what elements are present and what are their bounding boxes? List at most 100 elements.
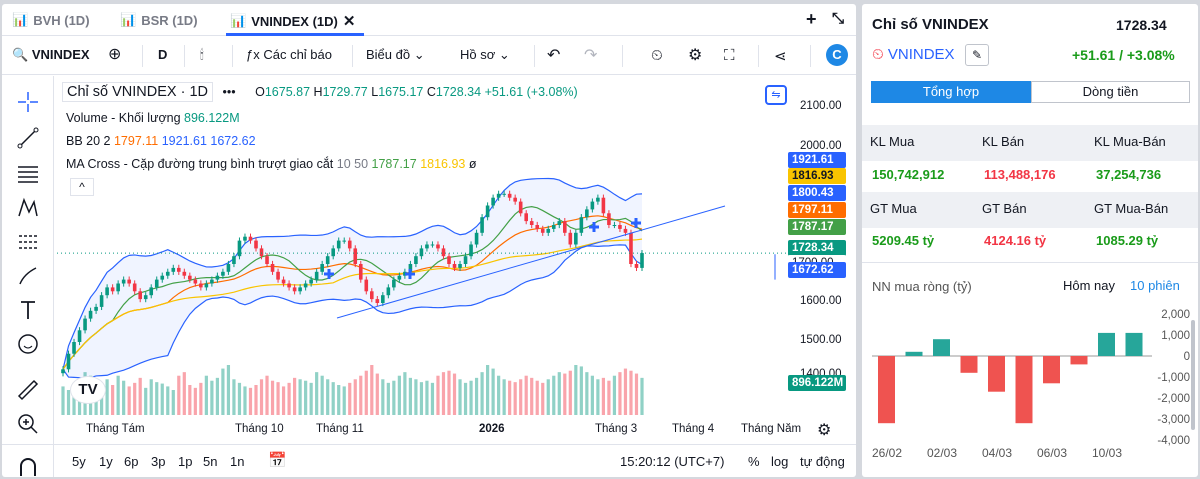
tab-bsr[interactable]: 📊 BSR (1D) <box>120 12 198 28</box>
log-toggle[interactable]: log <box>771 454 789 469</box>
side-symbol[interactable]: ⏲ VNINDEX <box>872 46 955 63</box>
candle <box>370 291 374 300</box>
volume-bar <box>210 380 214 415</box>
nn-x-tick: 26/02 <box>872 446 902 460</box>
crosshair-icon[interactable] <box>16 90 40 114</box>
candle <box>585 209 589 218</box>
indicators-button[interactable]: ƒx Các chỉ báo <box>246 47 332 62</box>
tab-tong-hop[interactable]: Tổng hợp <box>871 81 1031 103</box>
brush-icon[interactable] <box>16 264 40 288</box>
legend-title[interactable]: Chỉ số VNINDEX · 1D <box>62 82 214 102</box>
tab-dong-tien[interactable]: Dòng tiền <box>1031 81 1190 103</box>
trendline-icon[interactable] <box>16 126 40 150</box>
nn-title: NN mua ròng (tỷ) <box>872 279 972 294</box>
candle <box>298 287 302 292</box>
profile-dropdown[interactable]: Hồ sơ ⌄ <box>460 47 510 62</box>
legend-more-icon[interactable]: ••• <box>222 85 236 99</box>
trendline <box>336 205 726 319</box>
add-tab-icon[interactable]: + <box>806 9 817 29</box>
volume-bar <box>364 370 368 415</box>
forecast-icon[interactable] <box>16 230 40 254</box>
range-5y[interactable]: 5y <box>72 454 86 469</box>
value-kl-mua: 150,742,912 <box>872 167 945 182</box>
edit-pencil-icon[interactable]: ✎ <box>965 44 989 66</box>
nn-today-toggle[interactable]: Hôm nay <box>1063 278 1116 293</box>
range-3m[interactable]: 3p <box>151 454 166 469</box>
candle <box>640 253 644 268</box>
range-1y[interactable]: 1y <box>99 454 113 469</box>
volume-bar <box>237 382 242 415</box>
candle <box>623 228 628 233</box>
volume-bar <box>375 373 379 415</box>
volume-bar <box>326 379 330 415</box>
auto-scale-toggle[interactable]: tự động <box>800 454 845 469</box>
range-1d[interactable]: 1n <box>230 454 245 469</box>
share-icon[interactable]: ⋖ <box>774 48 787 65</box>
fullscreen-icon[interactable]: ⛶ <box>724 47 735 64</box>
settings-gear-icon[interactable]: ⚙ <box>688 47 703 64</box>
price-chart[interactable] <box>57 86 792 418</box>
undo-icon[interactable]: ↶ <box>547 47 561 64</box>
volume-bar <box>414 379 418 415</box>
symbol-search[interactable]: 🔍 VNINDEX <box>12 47 90 62</box>
price-label-bb-lower: 1672.62 <box>788 262 846 278</box>
range-6m[interactable]: 6p <box>124 454 139 469</box>
chart-settings-gear-icon[interactable]: ⚙ <box>817 422 832 439</box>
volume-bar <box>127 386 131 415</box>
ruler-icon[interactable] <box>16 378 40 402</box>
text-tool-icon[interactable] <box>16 298 40 322</box>
compare-plus-icon[interactable]: ⊕ <box>108 46 122 63</box>
collapse-icon[interactable]: ⤡ <box>832 10 845 27</box>
candle-type-icon[interactable]: 🕯 <box>200 47 204 62</box>
magnet-icon[interactable] <box>16 456 40 476</box>
pattern-icon[interactable] <box>16 196 40 220</box>
ma-slow-line <box>62 238 643 370</box>
volume-bar <box>342 386 346 415</box>
price-label-bb-basis: 1800.43 <box>788 185 846 201</box>
ma-legend: MA Cross - Cặp đường trung bình trượt gi… <box>66 157 477 171</box>
calendar-range-icon[interactable]: 📅 <box>268 452 287 469</box>
volume-bar <box>568 370 572 415</box>
nn-y-tick: 2,000 <box>1161 309 1190 321</box>
collapse-legend-button[interactable]: ^ <box>70 178 94 196</box>
volume-bar <box>232 379 236 415</box>
volume-bar <box>403 372 407 415</box>
range-1m[interactable]: 1p <box>178 454 193 469</box>
close-icon[interactable]: ✕ <box>342 13 356 30</box>
candle <box>127 279 131 284</box>
candle <box>94 306 98 311</box>
candle <box>248 236 253 241</box>
alert-icon[interactable]: ⏲ <box>651 47 663 64</box>
candle <box>502 193 506 195</box>
percent-toggle[interactable]: % <box>748 454 760 469</box>
emoji-icon[interactable] <box>16 332 40 356</box>
candle <box>160 275 165 280</box>
range-5d[interactable]: 5n <box>203 454 218 469</box>
volume-bar <box>160 383 164 415</box>
fit-chart-icon[interactable]: ⇋ <box>765 85 787 105</box>
candle <box>182 271 187 276</box>
nn-bar <box>1125 332 1143 356</box>
zoom-in-icon[interactable] <box>16 412 40 436</box>
candle <box>99 295 104 307</box>
candle <box>392 279 396 288</box>
volume-bar <box>557 372 561 415</box>
volume-bar <box>199 382 203 415</box>
redo-icon[interactable]: ↷ <box>584 47 598 64</box>
volume-bar <box>524 375 528 415</box>
chart-type-dropdown[interactable]: Biểu đồ ⌄ <box>366 47 425 62</box>
volume-bar <box>436 375 440 415</box>
volume-bar <box>353 379 357 415</box>
volume-bar <box>138 377 142 415</box>
candle <box>226 264 231 272</box>
fib-lines-icon[interactable] <box>16 162 40 186</box>
nn-y-tick: -3,000 <box>1157 414 1190 426</box>
volume-bar <box>265 375 269 415</box>
tab-vnindex[interactable]: 📊 VNINDEX (1D) ✕ <box>230 13 356 30</box>
interval-button[interactable]: D <box>158 47 168 62</box>
candle <box>419 248 424 257</box>
candle <box>529 221 534 225</box>
nn-10-toggle[interactable]: 10 phiên <box>1130 278 1180 293</box>
volume-legend: Volume - Khối lượng 896.122M <box>66 111 240 125</box>
tab-bvh[interactable]: 📊 BVH (1D) <box>12 12 90 28</box>
